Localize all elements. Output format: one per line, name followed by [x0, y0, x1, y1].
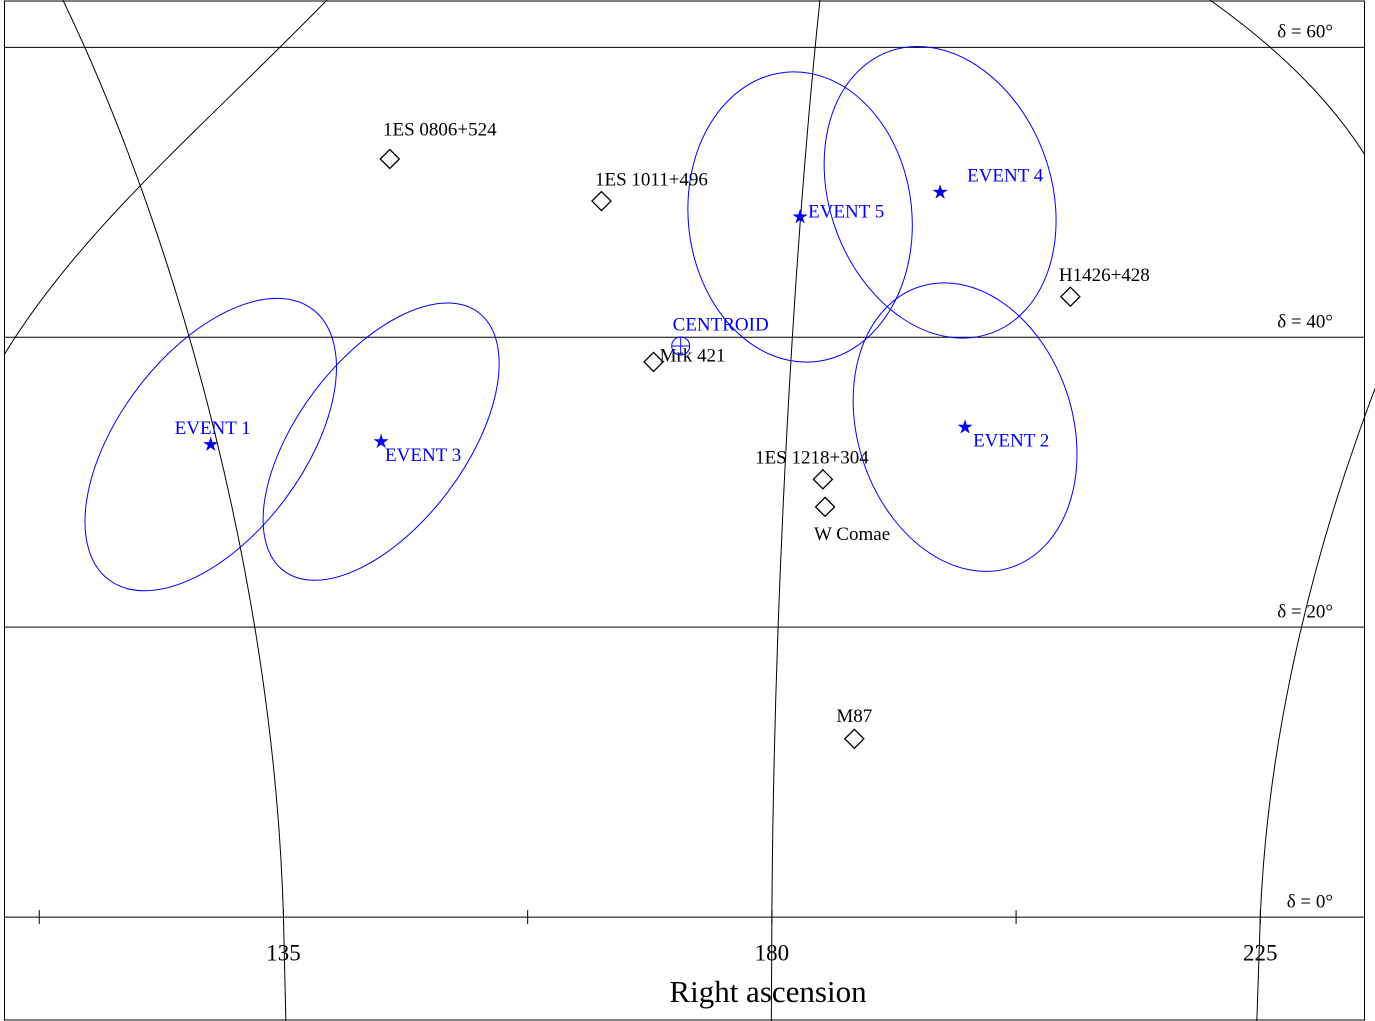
grid-meridian: [1256, 387, 1375, 1021]
event-marker: [932, 184, 948, 199]
event-marker: [957, 419, 973, 434]
source-marker: [814, 496, 836, 518]
error-ellipse: [852, 282, 1078, 572]
source-label: 1ES 1218+304: [755, 448, 869, 469]
x-axis-label: Right ascension: [669, 974, 867, 1009]
x-tick-label: 180: [755, 940, 790, 965]
grid-meridian: [62, 0, 287, 1021]
x-tick-label: 225: [1243, 940, 1278, 965]
source-label: 1ES 1011+496: [595, 169, 708, 190]
event-label: EVENT 3: [385, 445, 461, 466]
grid-meridian: [770, 0, 821, 1021]
event-label: EVENT 2: [973, 431, 1049, 452]
meridian: [3, 0, 328, 356]
centroid-label: CENTROID: [673, 314, 769, 335]
frame: [4, 0, 1365, 1021]
source-marker: [812, 468, 834, 490]
meridian: [1209, 0, 1366, 156]
event-marker: [792, 209, 808, 224]
source-label: Mrk 421: [660, 345, 726, 366]
source-marker: [643, 351, 664, 373]
y-tick-label: δ = 40°: [1277, 312, 1333, 333]
event-label: EVENT 1: [175, 418, 251, 439]
event-marker: [373, 433, 389, 449]
centroid-marker: [671, 336, 691, 356]
error-ellipse: [262, 302, 500, 581]
event-label: EVENT 5: [808, 201, 884, 222]
source-marker: [591, 190, 612, 212]
event-label: EVENT 4: [967, 166, 1044, 187]
source-label: 1ES 0806+524: [383, 119, 497, 140]
error-ellipse: [84, 297, 337, 592]
y-tick-label: δ = 60°: [1277, 22, 1333, 43]
event-marker: [203, 436, 219, 451]
source-marker: [843, 728, 865, 750]
source-label: M87: [836, 706, 872, 727]
y-tick-label: δ = 0°: [1287, 891, 1333, 912]
x-tick-label: 135: [266, 940, 301, 965]
source-label: H1426+428: [1059, 265, 1150, 286]
error-ellipse: [687, 71, 913, 363]
error-ellipse: [823, 46, 1057, 339]
source-label: W Comae: [814, 524, 890, 545]
source-marker: [379, 148, 401, 170]
source-marker: [1059, 286, 1081, 308]
